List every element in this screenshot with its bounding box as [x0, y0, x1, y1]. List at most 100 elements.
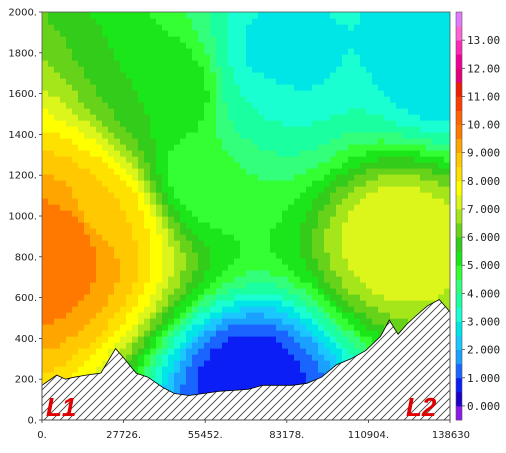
field-cell: [102, 204, 109, 211]
field-cell: [360, 150, 367, 157]
field-cell: [144, 228, 151, 235]
field-cell: [384, 234, 391, 241]
field-cell: [348, 12, 355, 19]
field-cell: [438, 90, 445, 97]
field-cell: [408, 84, 415, 91]
field-cell: [270, 246, 277, 253]
field-cell: [90, 246, 97, 253]
field-cell: [60, 84, 67, 91]
field-cell: [348, 138, 355, 145]
field-cell: [216, 192, 223, 199]
field-cell: [84, 138, 91, 145]
field-cell: [384, 78, 391, 85]
field-cell: [168, 54, 175, 61]
field-cell: [270, 150, 277, 157]
field-cell: [138, 216, 145, 223]
field-cell: [330, 318, 337, 325]
field-cell: [312, 300, 319, 307]
field-cell: [156, 12, 163, 19]
field-cell: [246, 246, 253, 253]
field-cell: [228, 66, 235, 73]
field-cell: [402, 54, 409, 61]
field-cell: [216, 348, 223, 355]
field-cell: [114, 162, 121, 169]
field-cell: [306, 162, 313, 169]
field-cell: [228, 210, 235, 217]
field-cell: [252, 264, 259, 271]
field-cell: [210, 156, 217, 163]
field-cell: [288, 174, 295, 181]
field-cell: [282, 162, 289, 169]
field-cell: [306, 264, 313, 271]
field-cell: [324, 282, 331, 289]
field-cell: [222, 276, 229, 283]
field-cell: [408, 78, 415, 85]
field-cell: [102, 276, 109, 283]
field-cell: [162, 294, 169, 301]
field-cell: [312, 246, 319, 253]
field-cell: [390, 54, 397, 61]
field-cell: [216, 96, 223, 103]
field-cell: [246, 276, 253, 283]
field-cell: [354, 42, 361, 49]
field-cell: [132, 114, 139, 121]
field-cell: [342, 330, 349, 337]
field-cell: [252, 312, 259, 319]
field-cell: [258, 240, 265, 247]
field-cell: [48, 174, 55, 181]
field-cell: [234, 90, 241, 97]
field-cell: [444, 78, 450, 85]
field-cell: [240, 162, 247, 169]
field-cell: [360, 270, 367, 277]
field-cell: [150, 24, 157, 31]
field-cell: [114, 60, 121, 67]
field-cell: [198, 306, 205, 313]
field-cell: [180, 168, 187, 175]
field-cell: [390, 222, 397, 229]
field-cell: [222, 42, 229, 49]
field-cell: [348, 108, 355, 115]
field-cell: [270, 360, 277, 367]
field-cell: [408, 168, 415, 175]
field-cell: [66, 276, 73, 283]
field-cell: [72, 72, 79, 79]
field-cell: [306, 324, 313, 331]
field-cell: [60, 300, 67, 307]
field-cell: [312, 132, 319, 139]
field-cell: [150, 132, 157, 139]
field-cell: [222, 18, 229, 25]
field-cell: [150, 366, 157, 373]
field-cell: [420, 30, 427, 37]
field-cell: [162, 276, 169, 283]
field-cell: [180, 174, 187, 181]
field-cell: [360, 204, 367, 211]
field-cell: [438, 258, 445, 265]
field-cell: [54, 204, 61, 211]
field-cell: [252, 210, 259, 217]
field-cell: [84, 12, 91, 19]
field-cell: [48, 60, 55, 67]
field-cell: [198, 90, 205, 97]
field-cell: [192, 282, 199, 289]
field-cell: [336, 324, 343, 331]
y-tick-label: 2000.: [8, 8, 37, 19]
field-cell: [72, 258, 79, 265]
field-cell: [210, 324, 217, 331]
field-cell: [234, 168, 241, 175]
field-cell: [252, 216, 259, 223]
field-cell: [150, 180, 157, 187]
field-cell: [66, 264, 73, 271]
field-cell: [108, 96, 115, 103]
field-cell: [312, 354, 319, 361]
field-cell: [300, 234, 307, 241]
field-cell: [360, 348, 367, 355]
field-cell: [288, 120, 295, 127]
field-cell: [432, 42, 439, 49]
field-cell: [288, 246, 295, 253]
field-cell: [114, 264, 121, 271]
field-cell: [420, 300, 427, 307]
field-cell: [438, 198, 445, 205]
field-cell: [54, 336, 61, 343]
field-cell: [246, 270, 253, 277]
field-cell: [222, 336, 229, 343]
